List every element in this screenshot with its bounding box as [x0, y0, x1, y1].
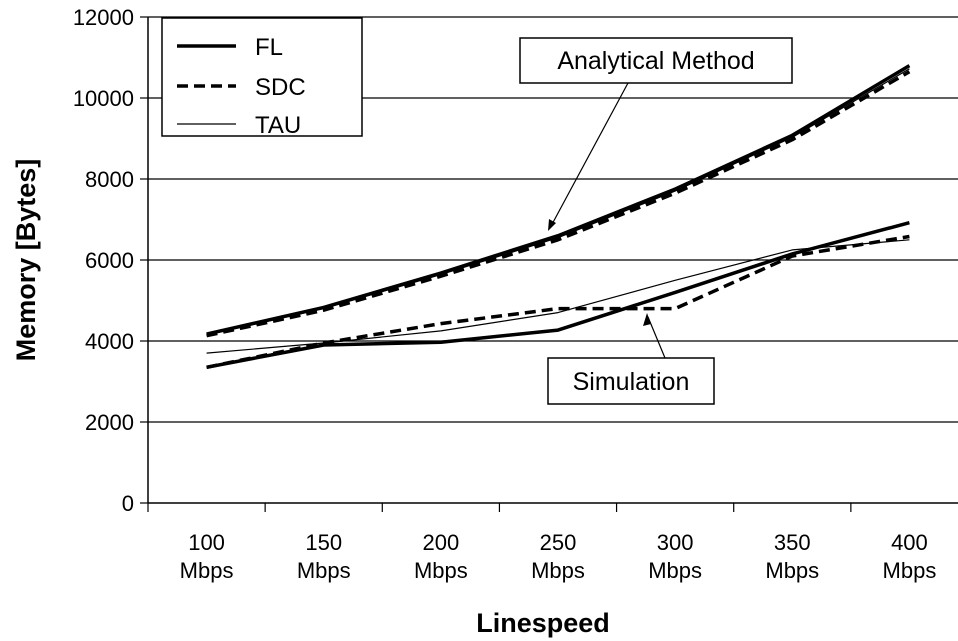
annotation-simulation: Simulation: [547, 313, 715, 405]
annotation-label-simulation: Simulation: [573, 368, 690, 396]
series-line-simulation-tau: [206, 239, 910, 354]
annotation-arrow-analytical: [549, 82, 629, 229]
series-line-analytical-method-tau: [206, 68, 910, 336]
x-tick-label-250: 250 Mbps: [531, 530, 585, 583]
x-axis-title: Linespeed: [476, 608, 610, 638]
x-tick-label-200: 200 Mbps: [414, 530, 468, 583]
x-tick-labels: 100 Mbps 150 Mbps 200 Mbps 250 Mbps 300 Mbps 350 Mb…: [180, 530, 937, 583]
y-tick-labels: 0 2000 4000 6000 8000 10000 12000: [73, 5, 134, 516]
legend-label-tau: TAU: [255, 112, 301, 139]
x-tick-label-150: 150 Mbps: [297, 530, 351, 583]
y-tick-label-8000: 8000: [85, 167, 134, 192]
y-tick-label-10000: 10000: [73, 86, 134, 111]
annotation-box-analytical: [519, 37, 793, 84]
x-tick-label-100: 100 Mbps: [180, 530, 234, 583]
legend-box: [161, 17, 363, 137]
y-tick-label-2000: 2000: [85, 410, 134, 435]
annotation-box-simulation: [547, 357, 715, 405]
y-tick-label-0: 0: [122, 491, 134, 516]
arrowhead-simulation-icon: [643, 313, 651, 326]
x-tick-label-350: 350 Mbps: [765, 530, 819, 583]
legend-label-sdc: SDC: [255, 74, 306, 101]
series-line-analytical-method-sdc: [206, 70, 911, 338]
series-lines: [206, 64, 911, 370]
legend-label-fl: FL: [255, 34, 283, 61]
y-tick-label-12000: 12000: [73, 5, 134, 30]
annotation-analytical-method: Analytical Method: [519, 37, 793, 231]
arrowhead-analytical-icon: [548, 219, 556, 231]
x-tick-label-300: 300 Mbps: [648, 530, 702, 583]
series-line-simulation-fl: [206, 221, 910, 370]
series-line-analytical-method-fl: [206, 64, 911, 336]
y-axis-title: Memory [Bytes]: [11, 159, 41, 362]
y-tick-label-4000: 4000: [85, 329, 134, 354]
legend: FL SDC TAU: [161, 17, 363, 139]
annotation-label-analytical: Analytical Method: [557, 47, 754, 75]
x-tick-label-400: 400 Mbps: [883, 530, 937, 583]
y-tick-label-6000: 6000: [85, 248, 134, 273]
axes: [140, 16, 958, 512]
